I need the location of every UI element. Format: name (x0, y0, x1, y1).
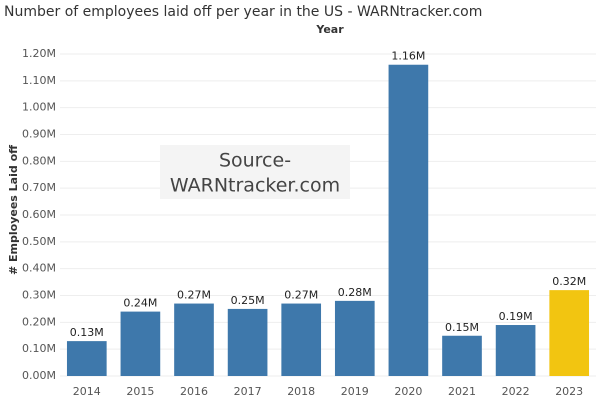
value-label: 0.25M (231, 294, 265, 307)
x-tick-label: 2020 (394, 385, 422, 398)
annotation-box (160, 145, 350, 199)
y-tick-label: 0.70M (22, 181, 56, 194)
chart-title: Number of employees laid off per year in… (4, 4, 482, 20)
value-label: 0.32M (552, 275, 586, 288)
bar (281, 303, 322, 376)
x-tick-label: 2014 (73, 385, 101, 398)
bar (120, 311, 161, 376)
annotation: Source- (219, 150, 291, 172)
value-label: 0.27M (284, 289, 318, 302)
bar (227, 308, 268, 376)
x-tick-label: 2022 (502, 385, 530, 398)
bar (495, 325, 536, 376)
x-tick-label: 2018 (287, 385, 315, 398)
value-label: 0.13M (70, 326, 104, 339)
value-label: 0.19M (499, 310, 533, 323)
value-label: 0.24M (123, 297, 157, 310)
y-tick-label: 1.20M (22, 47, 56, 60)
y-tick-label: 0.20M (22, 315, 56, 328)
x-axis-label: Year (315, 23, 344, 36)
value-label: 0.27M (177, 289, 211, 302)
x-tick-label: 2016 (180, 385, 208, 398)
y-tick-label: 0.60M (22, 208, 56, 221)
y-axis-label: # Employees Laid off (7, 145, 20, 275)
x-tick-label: 2023 (555, 385, 583, 398)
bar (334, 300, 375, 376)
y-tick-label: 0.10M (22, 342, 56, 355)
bar (174, 303, 214, 376)
y-tick-label: 1.10M (22, 74, 56, 87)
x-tick-label: 2019 (341, 385, 369, 398)
y-tick-label: 0.80M (22, 154, 56, 167)
y-tick-label: 0.30M (22, 289, 56, 302)
y-tick-label: 0.50M (22, 235, 56, 248)
value-label: 0.15M (445, 321, 479, 334)
y-tick-label: 0.40M (22, 262, 56, 275)
y-tick-label: 0.00M (22, 369, 56, 382)
bar (442, 335, 482, 376)
value-label: 0.28M (338, 286, 372, 299)
bar (549, 290, 590, 376)
bar (388, 64, 429, 376)
y-tick-label: 1.00M (22, 101, 56, 114)
x-tick-label: 2021 (448, 385, 476, 398)
x-tick-label: 2015 (126, 385, 154, 398)
x-tick-label: 2017 (234, 385, 262, 398)
annotation: WARNtracker.com (170, 175, 340, 197)
bar (66, 341, 107, 376)
value-label: 1.16M (391, 50, 425, 63)
y-tick-label: 0.90M (22, 128, 56, 141)
